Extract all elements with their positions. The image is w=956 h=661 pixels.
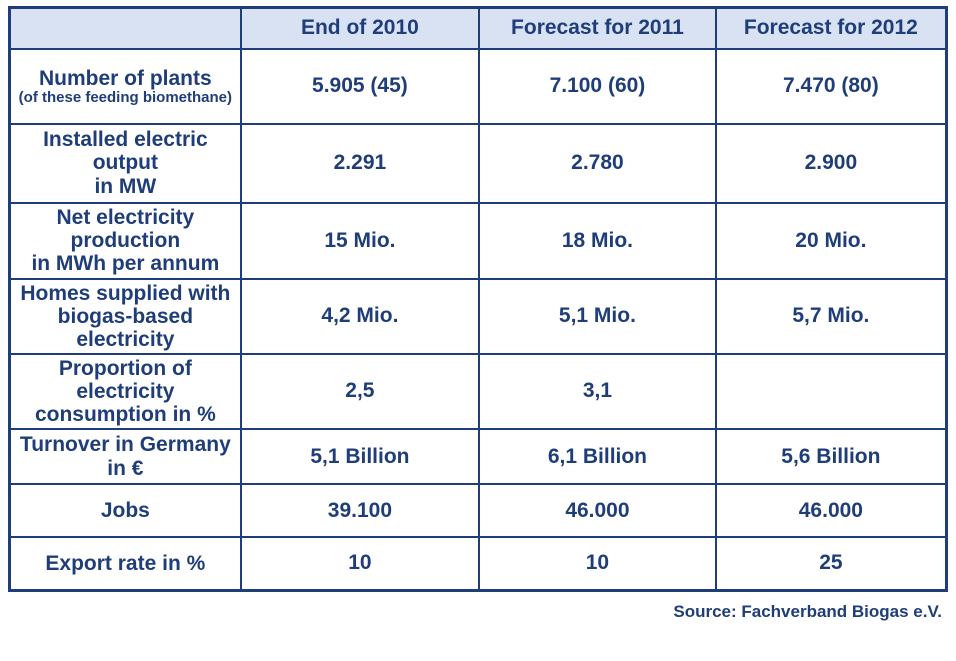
data-cell: 10	[241, 537, 479, 590]
row-header: Homes supplied with biogas-based electri…	[10, 279, 241, 354]
data-cell: 5,1 Billion	[241, 429, 479, 484]
data-cell: 5,1 Mio.	[479, 279, 716, 354]
page: End of 2010 Forecast for 2011 Forecast f…	[0, 0, 956, 661]
row-header: Turnover in Germany in €	[10, 429, 241, 484]
row-header-main: Number of plants	[17, 67, 234, 90]
table-row: Number of plants(of these feeding biomet…	[10, 49, 947, 124]
data-cell: 10	[479, 537, 716, 590]
table-row: Export rate in %101025	[10, 537, 947, 590]
data-cell: 4,2 Mio.	[241, 279, 479, 354]
data-cell: 6,1 Billion	[479, 429, 716, 484]
data-cell: 46.000	[716, 484, 947, 537]
data-cell: 18 Mio.	[479, 203, 716, 279]
data-cell: 2.291	[241, 124, 479, 203]
data-cell: 5,7 Mio.	[716, 279, 947, 354]
table-row: Installed electric outputin MW2.2912.780…	[10, 124, 947, 203]
row-header: Installed electric outputin MW	[10, 124, 241, 203]
table-row: Net electricity productionin MWh per ann…	[10, 203, 947, 279]
data-cell: 7.470 (80)	[716, 49, 947, 124]
data-cell: 25	[716, 537, 947, 590]
row-header-main: Export rate in %	[17, 552, 234, 575]
row-header: Jobs	[10, 484, 241, 537]
data-cell: 3,1	[479, 354, 716, 429]
data-cell: 46.000	[479, 484, 716, 537]
data-cell: 15 Mio.	[241, 203, 479, 279]
row-header-main: Jobs	[17, 499, 234, 522]
header-blank	[10, 8, 241, 49]
data-cell: 2,5	[241, 354, 479, 429]
table-row: Jobs39.10046.00046.000	[10, 484, 947, 537]
header-2010: End of 2010	[241, 8, 479, 49]
table-row: Turnover in Germany in €5,1 Billion6,1 B…	[10, 429, 947, 484]
header-row: End of 2010 Forecast for 2011 Forecast f…	[10, 8, 947, 49]
biogas-table: End of 2010 Forecast for 2011 Forecast f…	[8, 6, 948, 592]
data-cell: 2.780	[479, 124, 716, 203]
row-header: Net electricity productionin MWh per ann…	[10, 203, 241, 279]
data-cell	[716, 354, 947, 429]
header-2011: Forecast for 2011	[479, 8, 716, 49]
row-header-main: Proportion of electricity consumption in…	[17, 357, 234, 426]
header-2012: Forecast for 2012	[716, 8, 947, 49]
row-header: Export rate in %	[10, 537, 241, 590]
row-header-main: Net electricity productionin MWh per ann…	[17, 206, 234, 275]
row-header: Proportion of electricity consumption in…	[10, 354, 241, 429]
row-header-main: Turnover in Germany in €	[17, 433, 234, 479]
table-row: Homes supplied with biogas-based electri…	[10, 279, 947, 354]
row-header-sub: (of these feeding biomethane)	[17, 90, 234, 105]
table-body: Number of plants(of these feeding biomet…	[10, 49, 947, 591]
data-cell: 39.100	[241, 484, 479, 537]
row-header-main: Installed electric outputin MW	[17, 128, 234, 197]
data-cell: 7.100 (60)	[479, 49, 716, 124]
data-cell: 20 Mio.	[716, 203, 947, 279]
row-header-main: Homes supplied with biogas-based electri…	[17, 282, 234, 351]
data-cell: 2.900	[716, 124, 947, 203]
table-row: Proportion of electricity consumption in…	[10, 354, 947, 429]
data-cell: 5.905 (45)	[241, 49, 479, 124]
data-cell: 5,6 Billion	[716, 429, 947, 484]
row-header: Number of plants(of these feeding biomet…	[10, 49, 241, 124]
source-caption: Source: Fachverband Biogas e.V.	[8, 602, 948, 622]
